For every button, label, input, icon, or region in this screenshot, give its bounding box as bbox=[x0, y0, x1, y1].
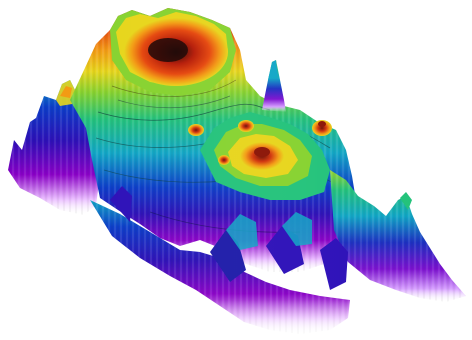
terrain-surface-figure bbox=[0, 0, 472, 340]
image-canvas bbox=[0, 0, 472, 340]
